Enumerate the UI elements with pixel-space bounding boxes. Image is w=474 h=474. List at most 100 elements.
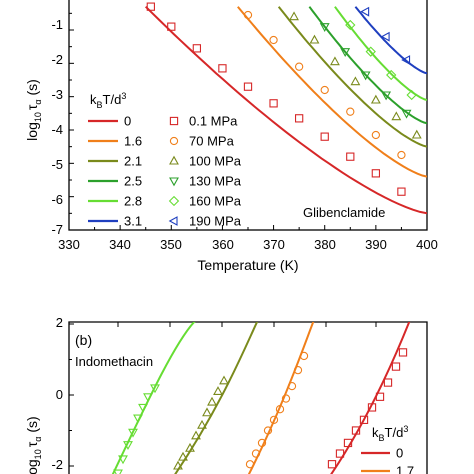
data-point <box>207 396 217 406</box>
data-point <box>123 441 133 451</box>
data-point <box>269 415 279 424</box>
legend-label: 2.5 <box>124 174 142 189</box>
data-point <box>309 34 320 44</box>
y-tick-label: -2 <box>51 457 63 472</box>
fit-curves-a <box>144 5 427 215</box>
legend-label: 100 MPa <box>189 154 242 169</box>
data-point <box>150 384 160 394</box>
data-point <box>375 392 385 401</box>
x-axis-title-a: Temperature (K) <box>197 257 298 273</box>
data-point <box>359 415 369 424</box>
data-point <box>118 455 128 465</box>
data-point <box>294 62 304 71</box>
data-point <box>269 35 278 45</box>
fit-curve <box>237 6 427 178</box>
data-point <box>197 419 207 429</box>
data-point <box>245 460 255 469</box>
legend-marker <box>169 116 179 126</box>
data-point <box>173 460 183 470</box>
legend-label: 3.1 <box>124 214 142 229</box>
legend-label: 0 <box>124 114 131 129</box>
data-points-a <box>146 2 422 196</box>
fit-curve <box>354 6 427 75</box>
x-tick-label: 390 <box>365 237 387 252</box>
data-point <box>350 76 361 86</box>
data-point <box>143 393 153 403</box>
legend-label: 190 MPa <box>189 214 242 229</box>
data-point <box>146 2 155 11</box>
panel-label-b: (b) <box>75 332 92 348</box>
data-point <box>243 10 253 20</box>
data-point <box>383 378 393 387</box>
x-tick-label: 360 <box>212 237 234 252</box>
data-point <box>320 132 329 141</box>
data-point <box>406 89 417 101</box>
y-tick-label: -2 <box>51 52 63 67</box>
legend-label: 70 MPa <box>189 134 235 149</box>
data-point <box>397 150 406 160</box>
legend-marker <box>169 177 179 187</box>
x-tick-label: 330 <box>58 237 80 252</box>
legend-label: 160 MPa <box>189 194 242 209</box>
data-point <box>346 152 355 161</box>
data-point <box>391 362 401 371</box>
data-point <box>287 381 297 391</box>
data-point <box>327 460 337 469</box>
legend-label: 0 <box>396 446 403 461</box>
data-point <box>365 46 376 57</box>
y-tick-label: 2 <box>56 315 63 330</box>
data-point <box>178 451 188 461</box>
x-tick-label: 400 <box>416 237 438 252</box>
fit-curves-b <box>111 322 411 474</box>
data-point <box>299 351 309 361</box>
data-point <box>251 449 261 458</box>
legend-header: kBT/d3 <box>90 91 126 110</box>
data-point <box>367 403 377 412</box>
data-point <box>133 414 143 424</box>
data-point <box>319 23 330 32</box>
data-point <box>340 48 351 57</box>
legend-marker <box>169 136 179 146</box>
data-point <box>335 449 345 458</box>
y-tick-labels-a: -7 -6 -5 -4 -3 -2 -1 <box>51 17 63 237</box>
data-point <box>380 31 390 42</box>
y-tick-label: -7 <box>51 222 63 237</box>
legend-label: 1.7 <box>396 464 414 474</box>
axis-ticks-a <box>68 12 428 231</box>
data-point <box>330 56 340 66</box>
data-point <box>192 44 202 53</box>
data-point <box>289 11 299 21</box>
fit-curve <box>308 6 427 125</box>
y-tick-label: -1 <box>51 17 63 32</box>
plot-frame-glibenclamide <box>68 0 428 231</box>
x-tick-label: 370 <box>263 237 285 252</box>
legend-marker <box>168 195 180 207</box>
x-tick-label: 340 <box>109 237 131 252</box>
data-point <box>191 430 201 440</box>
plot-frame-indomethacin <box>68 321 428 474</box>
data-point <box>371 130 381 140</box>
data-point <box>257 438 267 448</box>
y-axis-title-b: log10τα (s) <box>24 416 43 474</box>
data-point <box>218 64 227 73</box>
fit-curve <box>144 5 427 215</box>
legend-label: 2.1 <box>124 154 142 169</box>
data-point <box>320 85 329 95</box>
legend-label: 2.8 <box>124 194 142 209</box>
legend-label: 130 MPa <box>189 174 242 189</box>
data-point <box>293 365 303 375</box>
data-point <box>243 82 253 91</box>
legend-marker <box>169 155 179 165</box>
data-point <box>345 19 356 31</box>
data-point <box>397 187 406 196</box>
data-point <box>138 403 148 413</box>
legend-marker <box>168 216 178 226</box>
x-tick-label: 380 <box>314 237 336 252</box>
axis-ticks-b <box>69 322 377 467</box>
x-tick-label: 350 <box>160 237 182 252</box>
legend-b: kBT/d3 01.7 <box>361 424 414 474</box>
data-point <box>346 107 355 116</box>
fit-curve <box>111 322 196 474</box>
data-point <box>398 348 408 357</box>
data-point <box>371 169 381 178</box>
